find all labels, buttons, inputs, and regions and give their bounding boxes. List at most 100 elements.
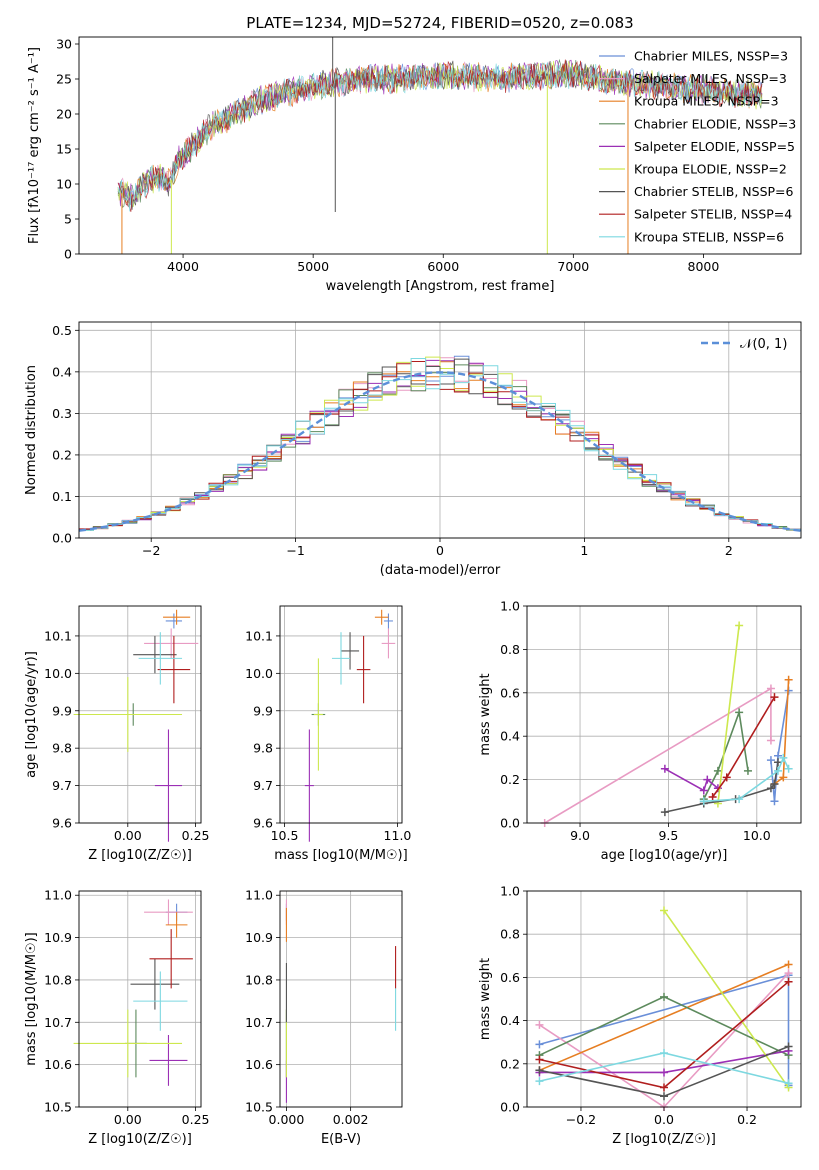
weight-vs-age-panel: 9.0 9.5 10.0 0.0 0.2 0.4 0.6 0.8 1.0 age [log10(a… — [478, 599, 802, 863]
weight-marker — [770, 693, 779, 702]
x-tick-label: −0.2 — [566, 1112, 596, 1127]
plot-frame — [279, 605, 403, 824]
x-tick-label: 0.00 — [114, 828, 142, 843]
y-tick-label: 10.0 — [44, 666, 72, 681]
y-tick-label: 5 — [64, 212, 72, 227]
y-tick-label: 1.0 — [500, 599, 520, 614]
x-tick-label: 0.25 — [182, 1112, 210, 1127]
y-tick-label: 10.6 — [44, 1057, 72, 1072]
spectrum-panel: 4000 5000 6000 7000 8000 0 5 10 15 20 25 30 waveleng… — [27, 14, 802, 294]
y-tick-label: 0 — [64, 247, 72, 262]
y-tick-label: 0.8 — [500, 927, 520, 942]
y-axis-label: Normed distribution — [24, 365, 39, 495]
y-tick-label: 25 — [56, 72, 72, 87]
x-tick-label: 9.5 — [658, 828, 678, 843]
weight-series — [540, 621, 793, 827]
weight-marker — [713, 766, 722, 775]
weight-marker — [735, 621, 744, 630]
weight-marker — [774, 766, 783, 775]
x-tick-label: 0.000 — [269, 1112, 305, 1127]
chart-title: PLATE=1234, MJD=52724, FIBERID=0520, z=0… — [246, 14, 633, 32]
weight-marker — [722, 773, 731, 782]
legend-entry: Kroupa MILES, NSSP=3 — [634, 94, 779, 109]
y-tick-label: 0.1 — [52, 489, 72, 504]
weight-marker — [766, 784, 775, 793]
x-tick-label: 10.0 — [743, 828, 771, 843]
y-tick-label: 10.9 — [44, 930, 72, 945]
plot-frame — [78, 36, 802, 255]
x-tick-label: 1 — [580, 543, 588, 558]
weight-marker — [699, 786, 708, 795]
y-tick-label: 11.0 — [44, 888, 72, 903]
y-tick-label: 11.0 — [245, 888, 273, 903]
y-tick-label: 10.5 — [44, 1100, 72, 1115]
y-axis-label: mass [log10(M/M☉)] — [24, 932, 39, 1065]
x-axis-label: wavelength [Angstrom, rest frame] — [326, 279, 555, 294]
weight-marker — [784, 675, 793, 684]
legend-entry: 𝒩(0, 1) — [740, 337, 787, 352]
x-axis-label: (data-model)/error — [380, 563, 501, 578]
y-tick-label: 9.7 — [52, 778, 72, 793]
y-tick-label: 0.8 — [500, 642, 520, 657]
y-tick-label: 0.3 — [52, 406, 72, 421]
legend-entry: Salpeter MILES, NSSP=3 — [634, 71, 787, 86]
x-tick-label: 10.5 — [271, 828, 299, 843]
weight-marker — [535, 1040, 544, 1049]
x-tick-label: 4000 — [167, 259, 199, 274]
weight-marker — [784, 969, 793, 978]
x-axis-label: Z [log10(Z/Z☉)] — [612, 1132, 716, 1147]
legend-entry: Chabrier STELIB, NSSP=6 — [634, 184, 794, 199]
spectrum-line — [117, 59, 763, 212]
residuals-panel: −2 −1 0 1 2 0.0 0.1 0.2 0.3 0.4 0.5 (data-model)/er… — [24, 321, 802, 578]
weight-line — [664, 768, 719, 792]
weight-marker — [784, 1079, 793, 1088]
x-tick-label: 5000 — [297, 259, 329, 274]
weight-marker — [535, 1066, 544, 1075]
y-tick-label: 9.9 — [253, 703, 273, 718]
y-tick-label: 9.8 — [253, 741, 273, 756]
plot-frame — [78, 605, 202, 824]
y-tick-label: 9.9 — [52, 703, 72, 718]
weight-marker — [699, 797, 708, 806]
weight-marker — [660, 808, 669, 817]
weight-marker — [766, 684, 775, 693]
errorbar-points — [73, 609, 199, 842]
spectrum-line — [117, 60, 763, 210]
weight-marker — [784, 764, 793, 773]
x-tick-label: 8000 — [688, 259, 720, 274]
errorbar-points — [304, 609, 396, 842]
y-tick-label: 9.7 — [253, 778, 273, 793]
y-tick-label: 0.4 — [500, 1013, 520, 1028]
weight-line — [711, 696, 776, 798]
y-tick-label: 0.2 — [500, 772, 520, 787]
legend-entry: Chabrier MILES, NSSP=3 — [634, 49, 788, 64]
mass-vs-z-panel: 0.00 0.25 10.5 10.6 10.7 10.8 10.9 11.0 Z [log10… — [24, 888, 209, 1147]
mass-vs-ebv-panel: 0.000 0.002 10.5 10.6 10.7 10.8 10.9 11.0 E(B-V) — [245, 888, 403, 1147]
y-tick-label: 10 — [56, 177, 72, 192]
age-vs-mass-panel: 10.5 11.0 9.6 9.7 9.8 9.9 10.0 10.1 mass [log10(… — [245, 605, 412, 863]
weight-marker — [735, 795, 744, 804]
x-tick-label: 0.0 — [654, 1112, 674, 1127]
weight-marker — [779, 753, 788, 762]
weight-marker — [766, 736, 775, 745]
legend-entry: Kroupa ELODIE, NSSP=2 — [634, 162, 787, 177]
y-tick-label: 0.0 — [500, 1100, 520, 1115]
y-tick-label: 9.8 — [52, 741, 72, 756]
y-axis-label: mass weight — [478, 958, 493, 1040]
x-tick-label: 9.0 — [570, 828, 590, 843]
x-axis-label: age [log10(age/yr)] — [601, 848, 728, 863]
weight-line — [717, 625, 740, 804]
y-tick-label: 10.7 — [245, 1015, 273, 1030]
x-tick-label: 0.25 — [182, 828, 210, 843]
legend-entry: Kroupa STELIB, NSSP=6 — [634, 229, 784, 244]
y-tick-label: 10.1 — [44, 628, 72, 643]
y-tick-label: 10.6 — [245, 1057, 273, 1072]
weight-marker — [660, 906, 668, 915]
y-axis-label: age [log10(age/yr)] — [24, 651, 39, 778]
y-tick-label: 9.6 — [52, 816, 72, 831]
weight-marker — [770, 797, 779, 806]
y-tick-label: 1.0 — [500, 884, 520, 899]
x-tick-label: 7000 — [557, 259, 589, 274]
x-tick-label: 11.0 — [384, 828, 412, 843]
